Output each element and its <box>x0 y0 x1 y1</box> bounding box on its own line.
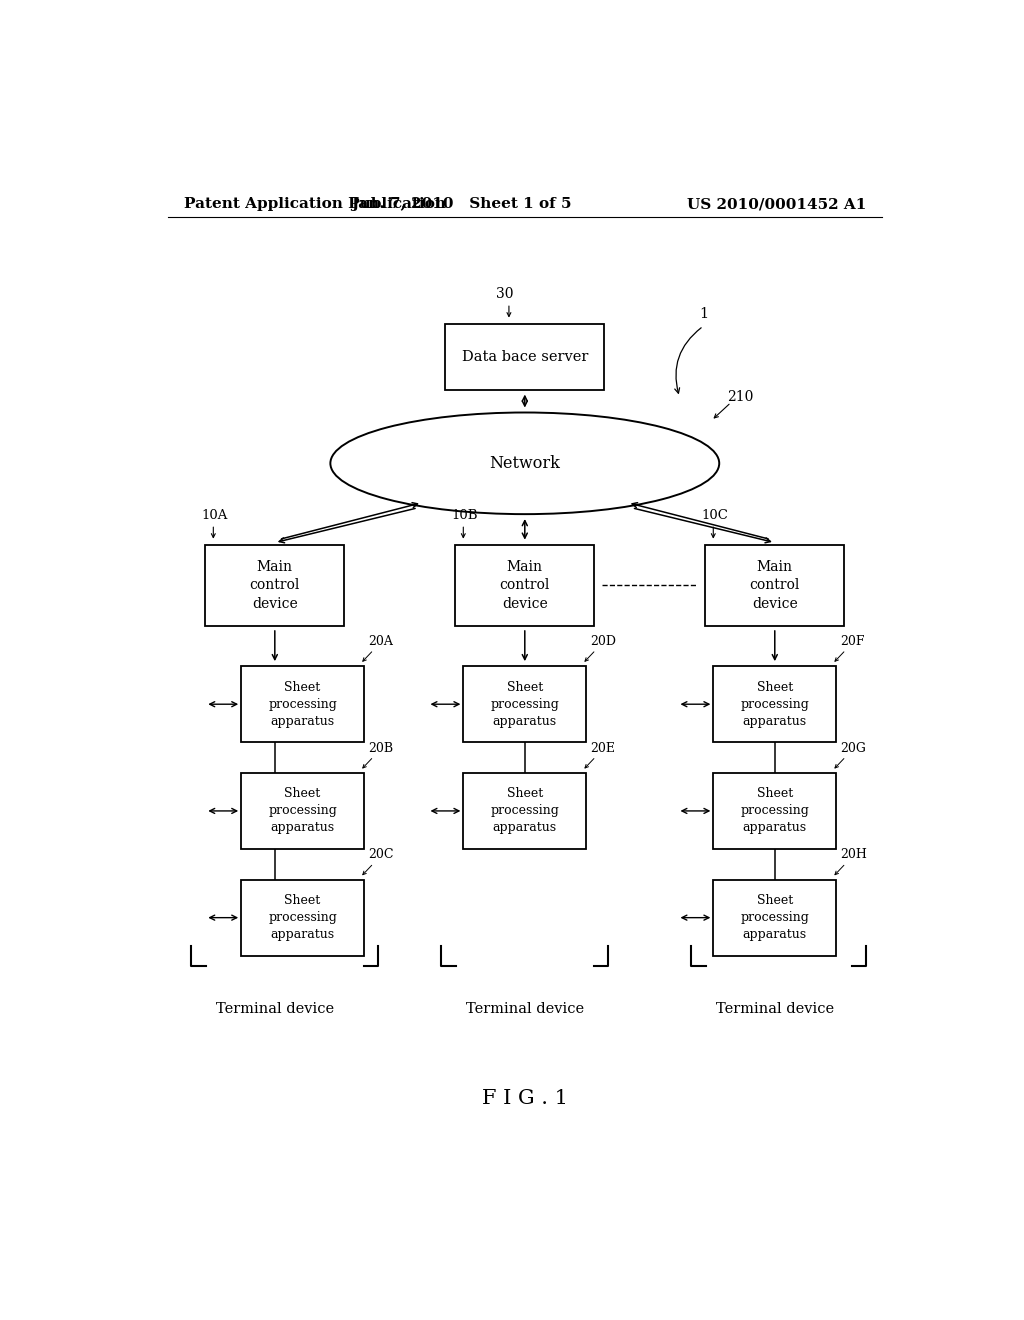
Text: 20B: 20B <box>368 742 393 755</box>
Text: Terminal device: Terminal device <box>716 1002 834 1016</box>
Text: 20D: 20D <box>590 635 616 648</box>
FancyBboxPatch shape <box>714 772 837 849</box>
Text: 20C: 20C <box>368 849 393 861</box>
FancyBboxPatch shape <box>445 323 604 389</box>
Text: Sheet
processing
apparatus: Sheet processing apparatus <box>490 681 559 727</box>
Ellipse shape <box>331 413 719 515</box>
FancyBboxPatch shape <box>714 667 837 742</box>
Text: 20H: 20H <box>841 849 867 861</box>
Text: Sheet
processing
apparatus: Sheet processing apparatus <box>740 894 809 941</box>
FancyBboxPatch shape <box>241 772 365 849</box>
Text: Data bace server: Data bace server <box>462 350 588 363</box>
Text: Sheet
processing
apparatus: Sheet processing apparatus <box>268 788 337 834</box>
Text: 1: 1 <box>699 308 709 321</box>
Text: 20A: 20A <box>368 635 393 648</box>
FancyBboxPatch shape <box>241 667 365 742</box>
FancyBboxPatch shape <box>706 545 844 626</box>
Text: 10B: 10B <box>452 510 478 523</box>
Text: Network: Network <box>489 455 560 471</box>
FancyBboxPatch shape <box>241 879 365 956</box>
Text: 10C: 10C <box>701 510 728 523</box>
Text: Sheet
processing
apparatus: Sheet processing apparatus <box>268 894 337 941</box>
FancyBboxPatch shape <box>463 667 587 742</box>
Text: 30: 30 <box>497 288 514 301</box>
Text: Main
control
device: Main control device <box>250 560 300 611</box>
Text: US 2010/0001452 A1: US 2010/0001452 A1 <box>687 197 866 211</box>
Text: Main
control
device: Main control device <box>500 560 550 611</box>
Text: 20E: 20E <box>590 742 615 755</box>
Text: Terminal device: Terminal device <box>216 1002 334 1016</box>
Text: Main
control
device: Main control device <box>750 560 800 611</box>
FancyBboxPatch shape <box>456 545 594 626</box>
Text: Sheet
processing
apparatus: Sheet processing apparatus <box>490 788 559 834</box>
FancyBboxPatch shape <box>463 772 587 849</box>
FancyBboxPatch shape <box>206 545 344 626</box>
Text: Sheet
processing
apparatus: Sheet processing apparatus <box>740 788 809 834</box>
Text: Sheet
processing
apparatus: Sheet processing apparatus <box>268 681 337 727</box>
Text: 20G: 20G <box>841 742 866 755</box>
FancyBboxPatch shape <box>714 879 837 956</box>
FancyArrowPatch shape <box>675 327 701 393</box>
Text: 20F: 20F <box>841 635 864 648</box>
Text: Jan. 7, 2010   Sheet 1 of 5: Jan. 7, 2010 Sheet 1 of 5 <box>351 197 571 211</box>
Text: Sheet
processing
apparatus: Sheet processing apparatus <box>740 681 809 727</box>
Text: Patent Application Publication: Patent Application Publication <box>183 197 445 211</box>
Text: 210: 210 <box>727 391 754 404</box>
Text: F I G . 1: F I G . 1 <box>482 1089 567 1107</box>
Text: 10A: 10A <box>202 510 227 523</box>
Text: Terminal device: Terminal device <box>466 1002 584 1016</box>
